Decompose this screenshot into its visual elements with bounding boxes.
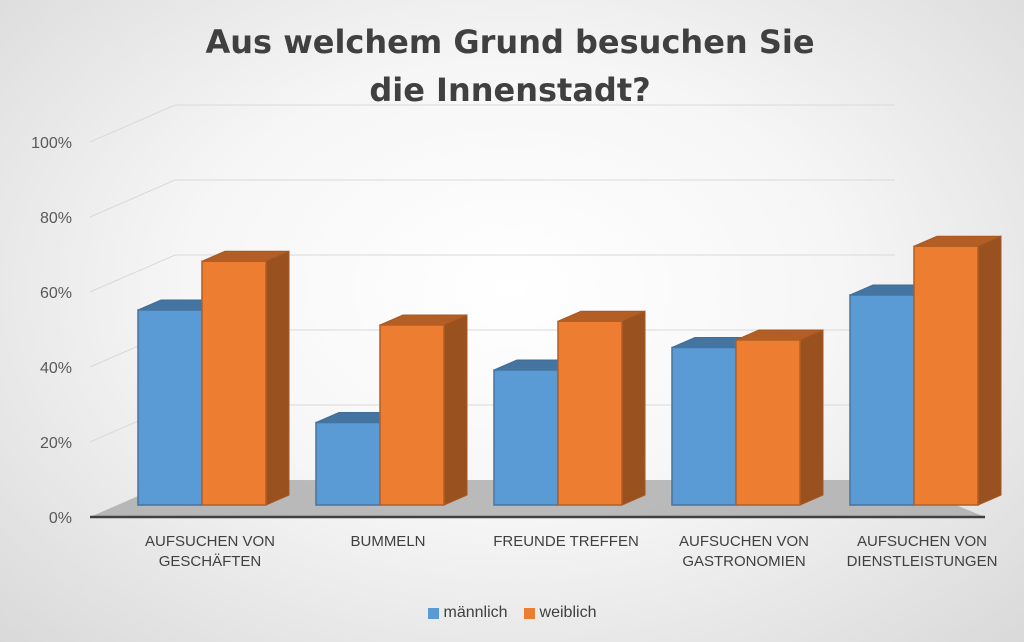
bar-side: [977, 235, 1002, 506]
gridline: [89, 179, 895, 218]
x-tick-label-line: GESCHÄFTEN: [159, 553, 262, 570]
x-tick-label: AUFSUCHEN VON DIENSTLEISTUNGEN: [847, 533, 998, 570]
gridline: [89, 254, 895, 293]
y-tick-label: 20%: [40, 435, 72, 452]
bar-front: [379, 324, 445, 506]
gridline: [89, 104, 895, 143]
x-tick-label: BUMMELN: [350, 533, 425, 550]
x-tick-label-line: AUFSUCHEN VON: [857, 533, 987, 550]
y-tick-label: 0%: [49, 510, 72, 527]
bar-side: [443, 314, 468, 506]
bar-side: [799, 329, 824, 506]
x-tick-label-line: DIENSTLEISTUNGEN: [847, 553, 998, 570]
bar-side: [265, 250, 290, 506]
x-tick-label-line: GASTRONOMIEN: [682, 553, 805, 570]
bar: [557, 310, 646, 506]
x-tick-label: AUFSUCHEN VON GESCHÄFTEN: [145, 533, 275, 570]
x-tick-label-line: AUFSUCHEN VON: [145, 533, 275, 550]
bar-front: [913, 245, 979, 506]
x-tick-label-line: BUMMELN: [350, 533, 425, 550]
x-tick-label: FREUNDE TREFFEN: [493, 533, 639, 550]
bar-chart: 0% 20% 40% 60% 80% 100% AUFSUCHEN VON GESCHÄFTE…: [31, 104, 1002, 570]
legend-swatch-series-1: [427, 607, 439, 619]
bar: [913, 235, 1002, 506]
x-tick-label-line: AUFSUCHEN VON: [679, 533, 809, 550]
bar-front: [201, 260, 267, 506]
legend-item-series-2: weiblich: [523, 604, 597, 622]
bar: [379, 314, 468, 506]
legend-item-series-1: männlich: [427, 604, 508, 622]
bar-front: [557, 320, 623, 506]
bar-front: [671, 346, 737, 506]
legend: männlich weiblich: [0, 604, 1024, 622]
bar-front: [735, 339, 801, 506]
chart-title: Aus welchem Grund besuchen Sie die Innen…: [205, 23, 815, 109]
bar-front: [493, 369, 559, 506]
bar: [735, 329, 824, 506]
bar: [201, 250, 290, 506]
x-tick-label: AUFSUCHEN VON GASTRONOMIEN: [679, 533, 809, 570]
y-tick-label: 40%: [40, 360, 72, 377]
y-tick-label: 80%: [40, 210, 72, 227]
y-tick-label: 100%: [31, 135, 72, 152]
bar-front: [315, 421, 381, 506]
y-tick-label: 60%: [40, 285, 72, 302]
legend-label-series-1: männlich: [443, 604, 508, 621]
bar-side: [621, 310, 646, 506]
x-tick-label-line: FREUNDE TREFFEN: [493, 533, 639, 550]
bar-front: [849, 294, 915, 506]
legend-swatch-series-2: [523, 607, 535, 619]
legend-label-series-2: weiblich: [539, 604, 597, 621]
bar-front: [137, 309, 203, 506]
